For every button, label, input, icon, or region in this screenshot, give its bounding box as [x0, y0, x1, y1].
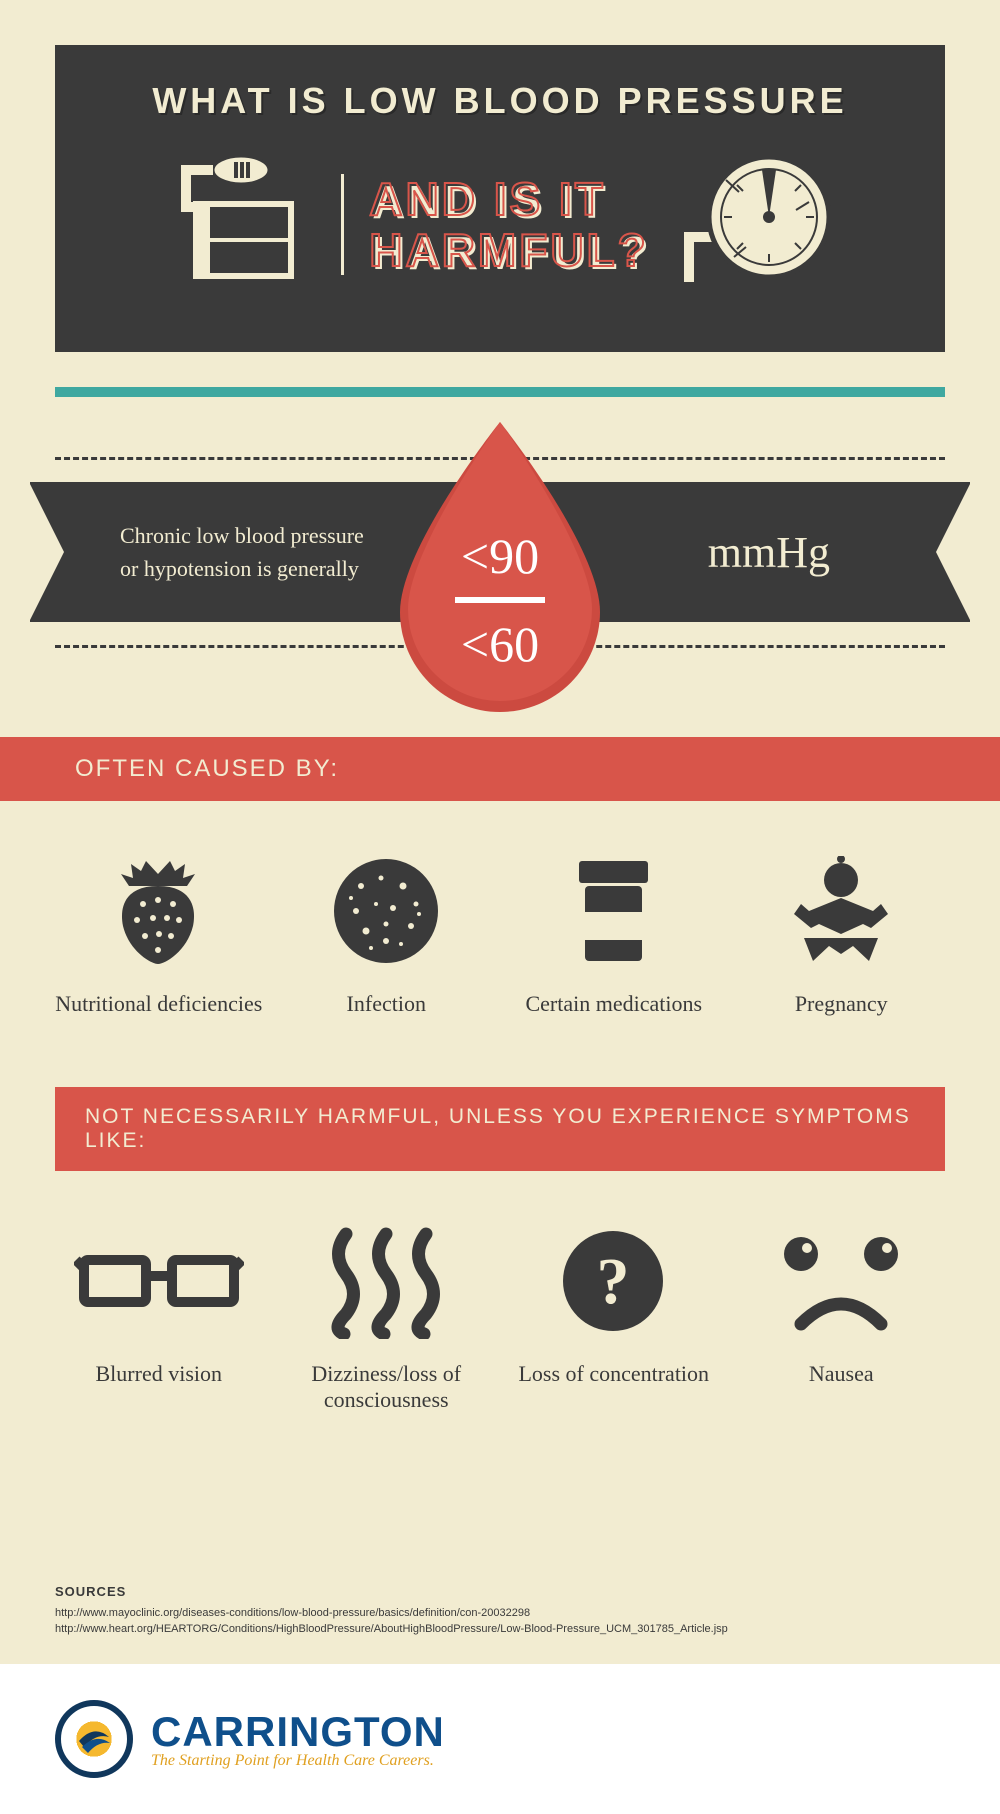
cause-label: Certain medications	[510, 991, 718, 1017]
sad-face-icon	[738, 1221, 946, 1341]
teal-divider	[55, 387, 945, 397]
diastolic-value: <60	[380, 615, 620, 673]
cause-label: Pregnancy	[738, 991, 946, 1017]
logo-icon	[55, 1700, 133, 1778]
symptom-label: Nausea	[738, 1361, 946, 1387]
petri-dish-icon	[283, 851, 491, 971]
symptom-item: Blurred vision	[55, 1221, 263, 1413]
dizzy-lines-icon	[283, 1221, 491, 1341]
unit-label: mmHg	[708, 527, 830, 578]
bp-cuff-icon	[166, 152, 316, 297]
definition-text: Chronic low blood pressure or hypotensio…	[30, 519, 370, 585]
sources-title: SOURCES	[55, 1584, 728, 1599]
cause-label: Nutritional deficiencies	[55, 991, 263, 1017]
symptom-label: Dizziness/loss of consciousness	[283, 1361, 491, 1413]
causes-row: Nutritional deficiencies Infection Certa…	[0, 801, 1000, 1047]
definition-section: Chronic low blood pressure or hypotensio…	[0, 447, 1000, 727]
brand-name: CARRINGTON	[151, 1708, 445, 1756]
symptom-item: Nausea	[738, 1221, 946, 1413]
glasses-icon	[55, 1221, 263, 1341]
blood-drop-icon: <90 <60	[380, 417, 620, 717]
source-link: http://www.mayoclinic.org/diseases-condi…	[55, 1607, 728, 1619]
symptom-item: ? Loss of concentration	[510, 1221, 718, 1413]
title-line-2: AND IS IT HARMFUL?	[341, 174, 649, 275]
symptom-label: Loss of concentration	[510, 1361, 718, 1387]
question-circle-icon: ?	[510, 1221, 718, 1341]
title-line-1: WHAT IS LOW BLOOD PRESSURE	[85, 80, 915, 122]
symptom-label: Blurred vision	[55, 1361, 263, 1387]
logo-text: CARRINGTON The Starting Point for Health…	[151, 1708, 445, 1770]
gauge-icon	[674, 142, 834, 307]
baby-icon	[738, 851, 946, 971]
bp-divider	[455, 597, 545, 603]
source-link: http://www.heart.org/HEARTORG/Conditions…	[55, 1623, 728, 1635]
cause-item: Nutritional deficiencies	[55, 851, 263, 1017]
sources-block: SOURCES http://www.mayoclinic.org/diseas…	[55, 1584, 728, 1639]
pill-bottle-icon	[510, 851, 718, 971]
systolic-value: <90	[380, 527, 620, 585]
causes-heading: OFTEN CAUSED BY:	[0, 737, 1000, 801]
cause-item: Infection	[283, 851, 491, 1017]
symptoms-row: Blurred vision Dizziness/loss of conscio…	[0, 1171, 1000, 1443]
symptoms-heading: NOT NECESSARILY HARMFUL, UNLESS YOU EXPE…	[55, 1087, 945, 1171]
svg-text:?: ?	[597, 1245, 630, 1318]
symptom-item: Dizziness/loss of consciousness	[283, 1221, 491, 1413]
brand-tagline: The Starting Point for Health Care Caree…	[151, 1752, 445, 1770]
cause-label: Infection	[283, 991, 491, 1017]
cause-item: Pregnancy	[738, 851, 946, 1017]
footer: CARRINGTON The Starting Point for Health…	[0, 1664, 1000, 1814]
cause-item: Certain medications	[510, 851, 718, 1017]
strawberry-icon	[55, 851, 263, 971]
header-panel: WHAT IS LOW BLOOD PRESSURE AND IS IT HAR…	[55, 45, 945, 352]
